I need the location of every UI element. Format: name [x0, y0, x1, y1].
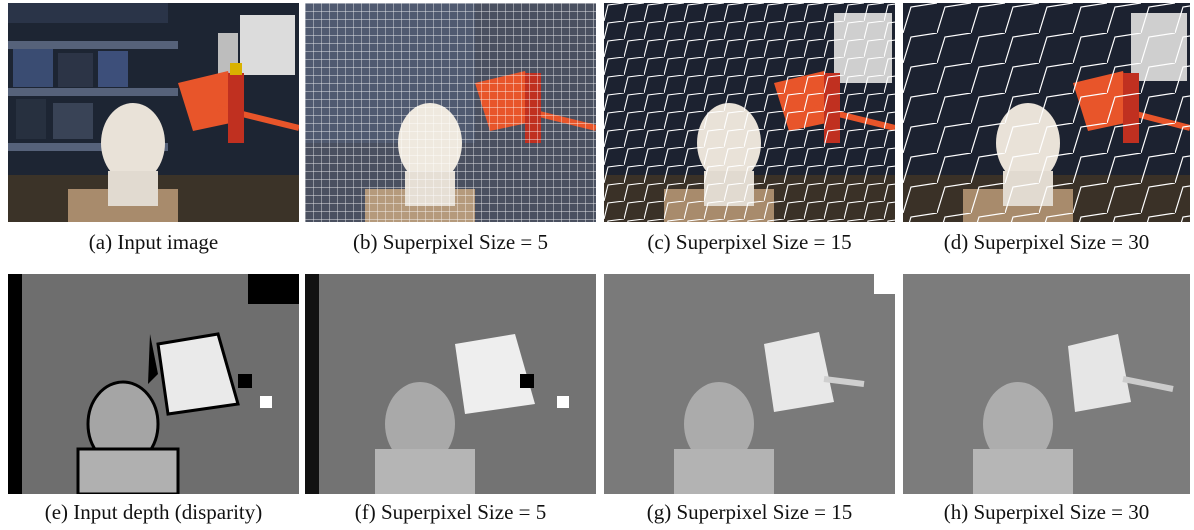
depth-superpixel-image-30: [903, 274, 1190, 494]
input-depth-panel: [8, 274, 299, 494]
caption-f: (f) Superpixel Size = 5: [354, 500, 547, 524]
depth-superpixel-image-5: [305, 274, 596, 494]
depth-superpixel-15-panel: [604, 274, 895, 494]
caption-g: (g) Superpixel Size = 15: [646, 500, 853, 524]
caption-c: (c) Superpixel Size = 15: [647, 230, 852, 254]
caption-b: (b) Superpixel Size = 5: [353, 230, 548, 254]
superpixel-5-panel: [305, 3, 596, 222]
depth-superpixel-image-15: [604, 274, 895, 494]
tsukuba-scene-a: [8, 3, 299, 222]
input-image: [8, 3, 299, 222]
caption-e: (e) Input depth (disparity): [44, 500, 263, 524]
input-depth-image: [8, 274, 299, 494]
superpixel-image-30: [903, 3, 1190, 222]
depth-superpixel-5-panel: [305, 274, 596, 494]
caption-h: (h) Superpixel Size = 30: [943, 500, 1150, 524]
depth-superpixel-30-panel: [903, 274, 1190, 494]
superpixel-image-5: [305, 3, 596, 222]
superpixel-15-panel: [604, 3, 895, 222]
caption-d: (d) Superpixel Size = 30: [943, 230, 1150, 254]
superpixel-30-panel: [903, 3, 1190, 222]
input-image-panel: [8, 3, 299, 222]
caption-a: (a) Input image: [88, 230, 219, 254]
superpixel-image-15: [604, 3, 895, 222]
